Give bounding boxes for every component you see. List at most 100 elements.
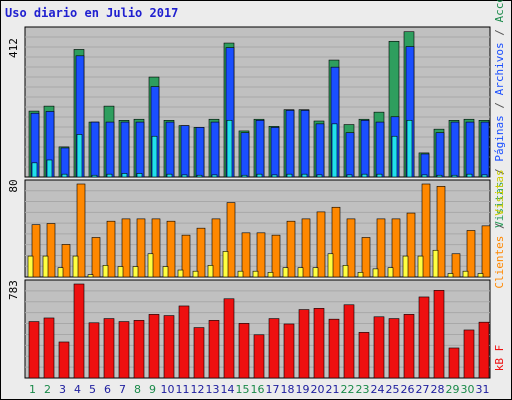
- kb-bar: [133, 320, 145, 379]
- clients-bar: [462, 270, 469, 278]
- top-side-label-part: /: [493, 162, 506, 182]
- kb-bar: [28, 321, 40, 379]
- x-tick-label: 30: [461, 383, 475, 396]
- kb-bar: [118, 321, 130, 379]
- x-tick-label: 13: [206, 383, 220, 396]
- visitors-bar: [451, 253, 461, 278]
- visitors-bar: [436, 186, 446, 278]
- clients-bar: [327, 253, 334, 278]
- bottom-side-label-part: kB F: [493, 345, 506, 372]
- kb-bar: [253, 334, 265, 379]
- clients-bar: [387, 267, 394, 278]
- clients-bar: [237, 270, 244, 278]
- x-tick-label: 7: [119, 383, 126, 396]
- x-tick-label: 26: [401, 383, 415, 396]
- clients-bar: [102, 265, 109, 278]
- pages-bar: [210, 121, 220, 178]
- kb-bar: [268, 318, 280, 379]
- pages-bar: [375, 121, 385, 178]
- bottom-ymax-label: 783: [7, 280, 20, 300]
- clients-bar: [27, 255, 34, 278]
- x-tick-label: 25: [386, 383, 400, 396]
- hits-bar: [136, 173, 143, 178]
- clients-bar: [267, 272, 274, 278]
- pages-bar: [180, 125, 190, 178]
- visitors-bar: [331, 206, 341, 278]
- kb-bar: [478, 321, 490, 379]
- mid-side-label: Clientes / Visitas: [493, 169, 506, 288]
- visitors-bar: [286, 220, 296, 278]
- hits-bar: [421, 174, 428, 178]
- hits-bar: [226, 120, 233, 178]
- visitors-bar: [31, 224, 41, 278]
- hits-bar: [91, 174, 98, 178]
- visitors-bar: [46, 223, 56, 278]
- top-side-label: Visitas / Páginas / Archivos / Accesos: [493, 0, 506, 228]
- kb-bar: [463, 329, 475, 379]
- kb-bar: [103, 318, 115, 379]
- visitors-bar: [271, 234, 281, 278]
- hits-bar: [376, 173, 383, 178]
- pages-bar: [60, 147, 70, 178]
- kb-bar: [328, 318, 340, 379]
- clients-bar: [432, 249, 439, 278]
- x-tick-label: 24: [371, 383, 385, 396]
- kb-bar: [148, 314, 160, 379]
- clients-bar: [342, 265, 349, 278]
- pages-bar: [135, 121, 145, 178]
- top-ymax-label: 412: [7, 38, 20, 58]
- top-side-label-part: Accesos: [493, 0, 506, 23]
- kb-bar: [43, 317, 55, 379]
- clients-bar: [177, 269, 184, 278]
- x-tick-label: 28: [431, 383, 445, 396]
- kb-bar: [283, 323, 295, 379]
- clients-bar: [447, 273, 454, 278]
- clients-bar: [477, 273, 484, 278]
- visitors-bar: [361, 237, 371, 278]
- x-tick-label: 12: [191, 383, 205, 396]
- visitors-bar: [91, 237, 101, 278]
- bottom-side-label: kB F: [493, 345, 506, 372]
- visitors-bar: [166, 220, 176, 278]
- x-tick-label: 6: [104, 383, 111, 396]
- visitors-bar: [466, 230, 476, 278]
- kb-bar: [73, 283, 85, 379]
- pages-bar: [165, 121, 175, 178]
- kb-bar: [178, 305, 190, 379]
- clients-bar: [72, 255, 79, 278]
- mid-side-label-part: Visitas: [493, 169, 506, 215]
- visitors-bar: [376, 218, 386, 278]
- hits-bar: [151, 135, 158, 178]
- hits-bar: [271, 174, 278, 178]
- visitors-bar: [481, 225, 491, 278]
- visitors-bar: [226, 202, 236, 278]
- clients-bar: [372, 268, 379, 278]
- hits-bar: [61, 173, 68, 178]
- hits-bar: [436, 174, 443, 178]
- pages-bar: [105, 121, 115, 178]
- kb-bar: [433, 290, 445, 379]
- pages-bar: [270, 127, 280, 178]
- visitors-bar: [151, 218, 161, 278]
- clients-bar: [297, 267, 304, 278]
- kb-bar: [238, 323, 250, 379]
- hits-bar: [451, 174, 458, 178]
- x-tick-label: 2: [44, 383, 51, 396]
- kb-bar: [343, 304, 355, 379]
- pages-bar: [240, 132, 250, 178]
- hits-bar: [106, 173, 113, 178]
- hits-bar: [196, 174, 203, 178]
- kb-bar: [88, 322, 100, 379]
- x-tick-label: 23: [356, 383, 370, 396]
- hits-bar: [346, 174, 353, 178]
- pages-bar: [285, 110, 295, 178]
- pages-bar: [120, 121, 130, 178]
- pages-bar: [465, 121, 475, 178]
- visitors-bar: [256, 232, 266, 278]
- kb-bar: [313, 308, 325, 379]
- chart-title: Uso diario en Julio 2017: [5, 6, 179, 20]
- visitors-bar: [61, 244, 71, 278]
- kb-bar: [448, 347, 460, 379]
- pages-bar: [195, 127, 205, 178]
